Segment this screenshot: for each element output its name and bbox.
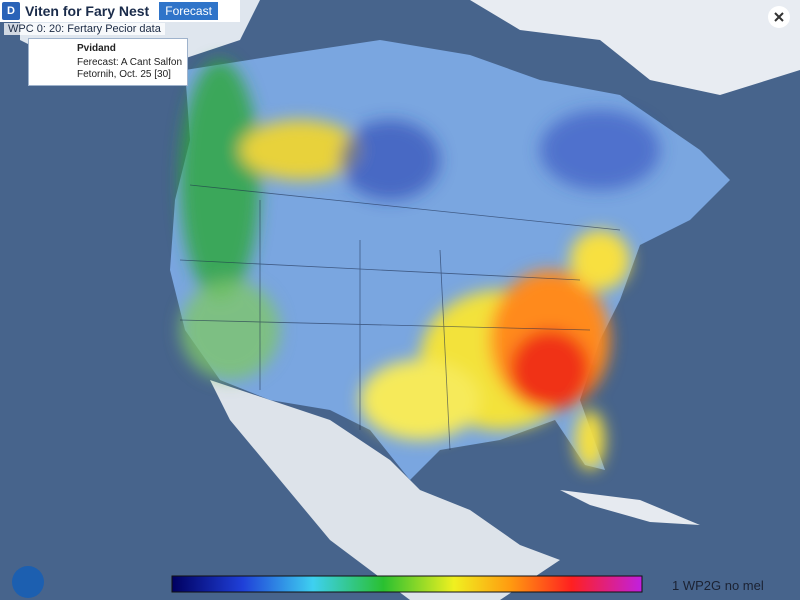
title: Viten for Fary Nest: [25, 3, 150, 19]
close-button[interactable]: [768, 6, 790, 28]
color-bar: [171, 575, 643, 593]
info-line: Ferecast: A Cant Salfon: [77, 57, 183, 68]
forecast-tab[interactable]: Forecast: [159, 2, 218, 20]
info-card: Pvidand Ferecast: A Cant Salfon Fetornih…: [28, 38, 188, 86]
caribbean: [560, 490, 700, 525]
borders: [179, 184, 621, 451]
close-icon: [774, 12, 784, 22]
precip-field: [180, 60, 660, 470]
header: D Viten for Fary Nest Forecast: [0, 0, 240, 22]
subtitle: WPC 0: 20: Fertary Pecior data: [4, 23, 165, 35]
info-line: Fetornih, Oct. 25 [30]: [77, 69, 171, 80]
mexico: [210, 380, 560, 600]
badge: D: [2, 2, 20, 20]
logo: [12, 566, 44, 598]
greenland: [470, 0, 800, 95]
caption: 1 WP2G no mel: [672, 578, 764, 593]
info-name: Pvidand: [77, 43, 116, 54]
